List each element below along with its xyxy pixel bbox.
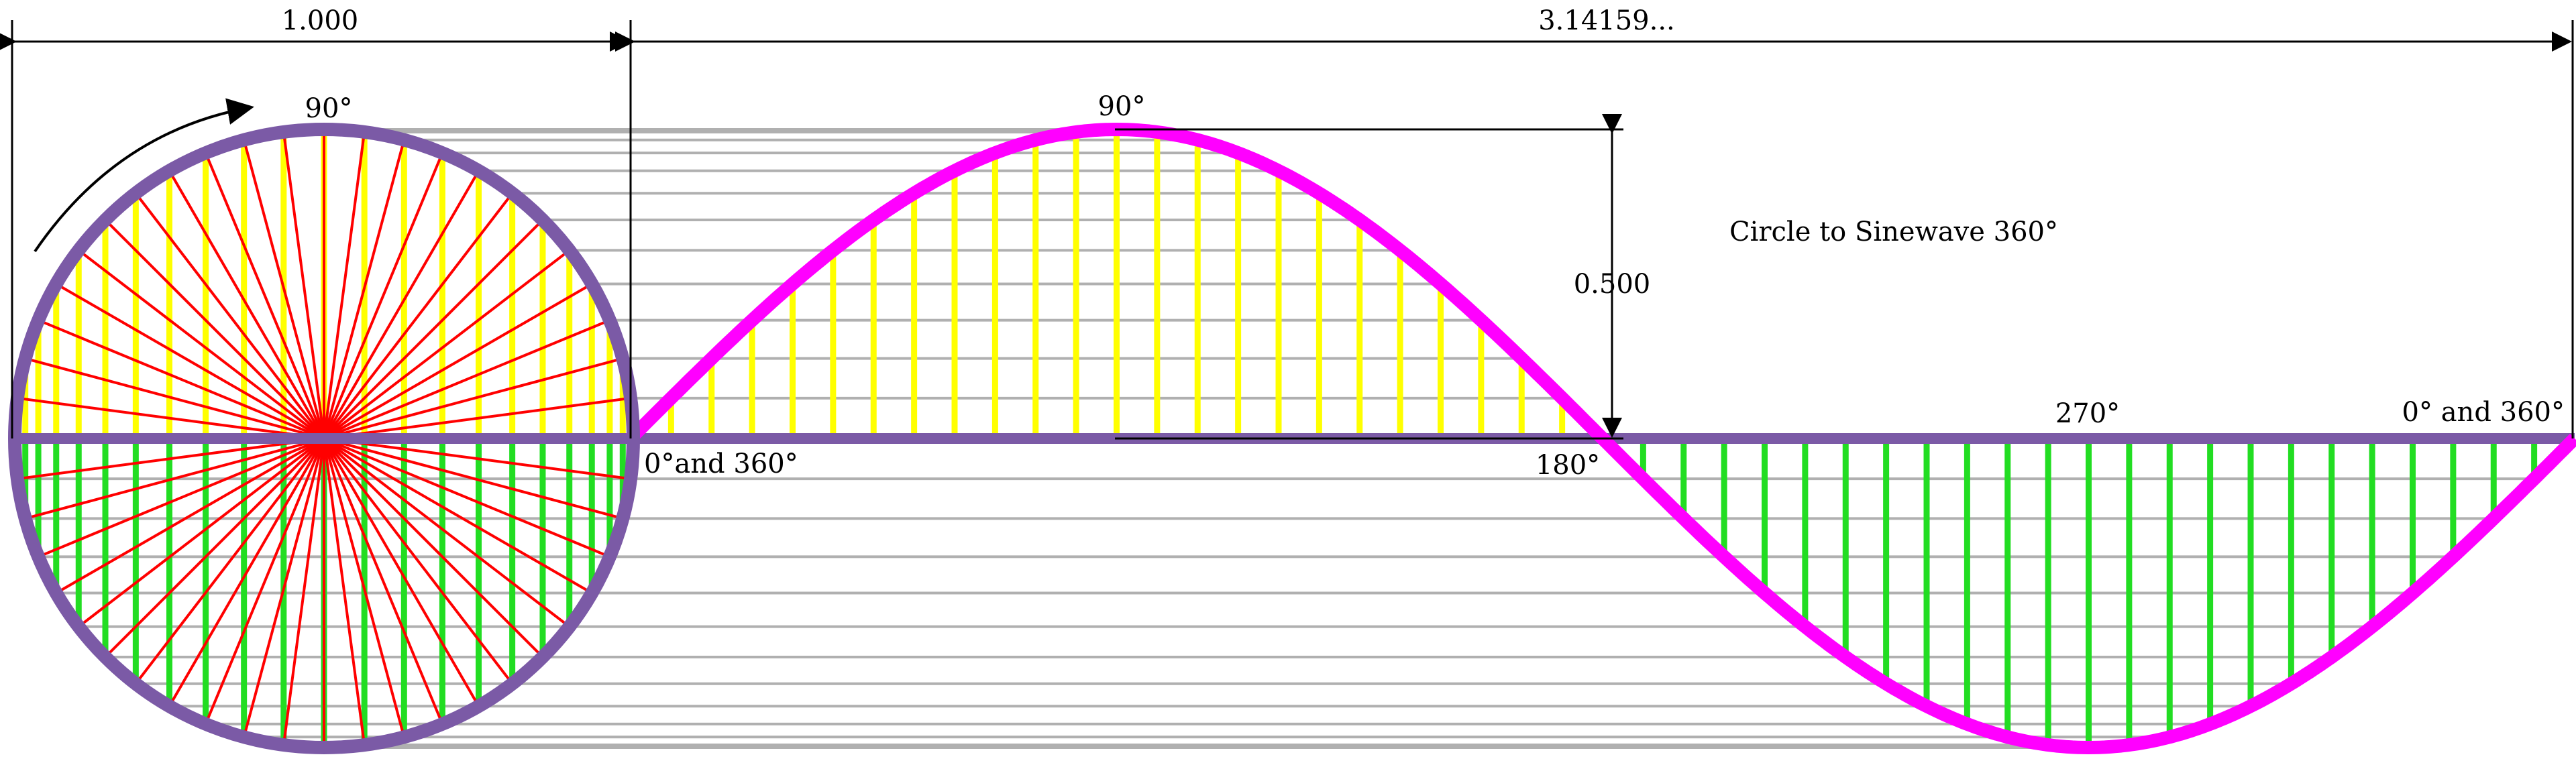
radius-line bbox=[204, 438, 325, 725]
radius-line bbox=[323, 437, 570, 628]
radius-line bbox=[242, 139, 325, 439]
end-angle-label: 0° and 360° bbox=[2402, 397, 2565, 428]
radius-line bbox=[323, 437, 610, 558]
radius-line bbox=[168, 170, 325, 439]
dimension-lines bbox=[0, 20, 2574, 440]
trough-angle-label: 270° bbox=[2055, 398, 2120, 429]
radius-line bbox=[323, 437, 593, 595]
projection-lines bbox=[17, 128, 2534, 749]
unit-circle bbox=[8, 123, 640, 754]
radius-line bbox=[323, 282, 593, 440]
radius-line bbox=[323, 438, 366, 746]
radius-line bbox=[323, 437, 480, 707]
radius-line bbox=[55, 437, 325, 595]
radius-line bbox=[104, 219, 325, 440]
radius-line bbox=[323, 438, 444, 725]
circle-diameter-label: 1.000 bbox=[282, 5, 359, 36]
radius-line bbox=[38, 437, 325, 558]
radius-line bbox=[323, 192, 514, 440]
radius-line bbox=[323, 219, 544, 440]
rotation-arrow-icon bbox=[34, 98, 254, 253]
radius-line bbox=[134, 437, 325, 685]
radius-line bbox=[323, 170, 480, 439]
radius-line bbox=[204, 152, 325, 439]
circle-outline bbox=[8, 123, 640, 754]
radius-line bbox=[38, 318, 325, 440]
radius-line bbox=[323, 139, 406, 439]
radius-line bbox=[282, 438, 325, 746]
radius-line bbox=[25, 357, 325, 440]
half-angle-label: 180° bbox=[1536, 450, 1600, 481]
radius-line bbox=[17, 437, 325, 481]
radius-line bbox=[323, 438, 406, 738]
radius-line bbox=[282, 131, 325, 439]
radius-line bbox=[55, 282, 325, 440]
radius-line bbox=[323, 318, 610, 440]
radius-line bbox=[242, 438, 325, 738]
circle-vertical-lines bbox=[14, 129, 634, 748]
radius-line bbox=[323, 437, 544, 658]
amplitude-label: 0.500 bbox=[1574, 269, 1651, 300]
diagram-title: Circle to Sinewave 360° bbox=[1729, 217, 2058, 247]
wave-length-label: 3.14159... bbox=[1538, 5, 1675, 36]
radius-line bbox=[323, 437, 514, 685]
wave-peak-angle-label: 90° bbox=[1098, 91, 1146, 122]
radius-line bbox=[25, 437, 325, 520]
circle-top-angle-label: 90° bbox=[305, 93, 353, 124]
radius-line bbox=[323, 357, 623, 440]
radius-line bbox=[323, 437, 631, 481]
radius-line bbox=[168, 437, 325, 707]
radius-line bbox=[78, 249, 325, 440]
radius-line bbox=[104, 437, 325, 658]
radius-line bbox=[17, 396, 325, 440]
origin-angle-label: 0°and 360° bbox=[644, 449, 798, 479]
radius-line bbox=[134, 192, 325, 440]
radius-line bbox=[323, 396, 631, 440]
radius-line bbox=[323, 249, 570, 440]
radius-line bbox=[78, 437, 325, 628]
wave-vertical-lines bbox=[667, 129, 2538, 748]
radius-line bbox=[323, 131, 366, 439]
radius-line bbox=[323, 152, 444, 439]
radius-line bbox=[323, 437, 623, 520]
